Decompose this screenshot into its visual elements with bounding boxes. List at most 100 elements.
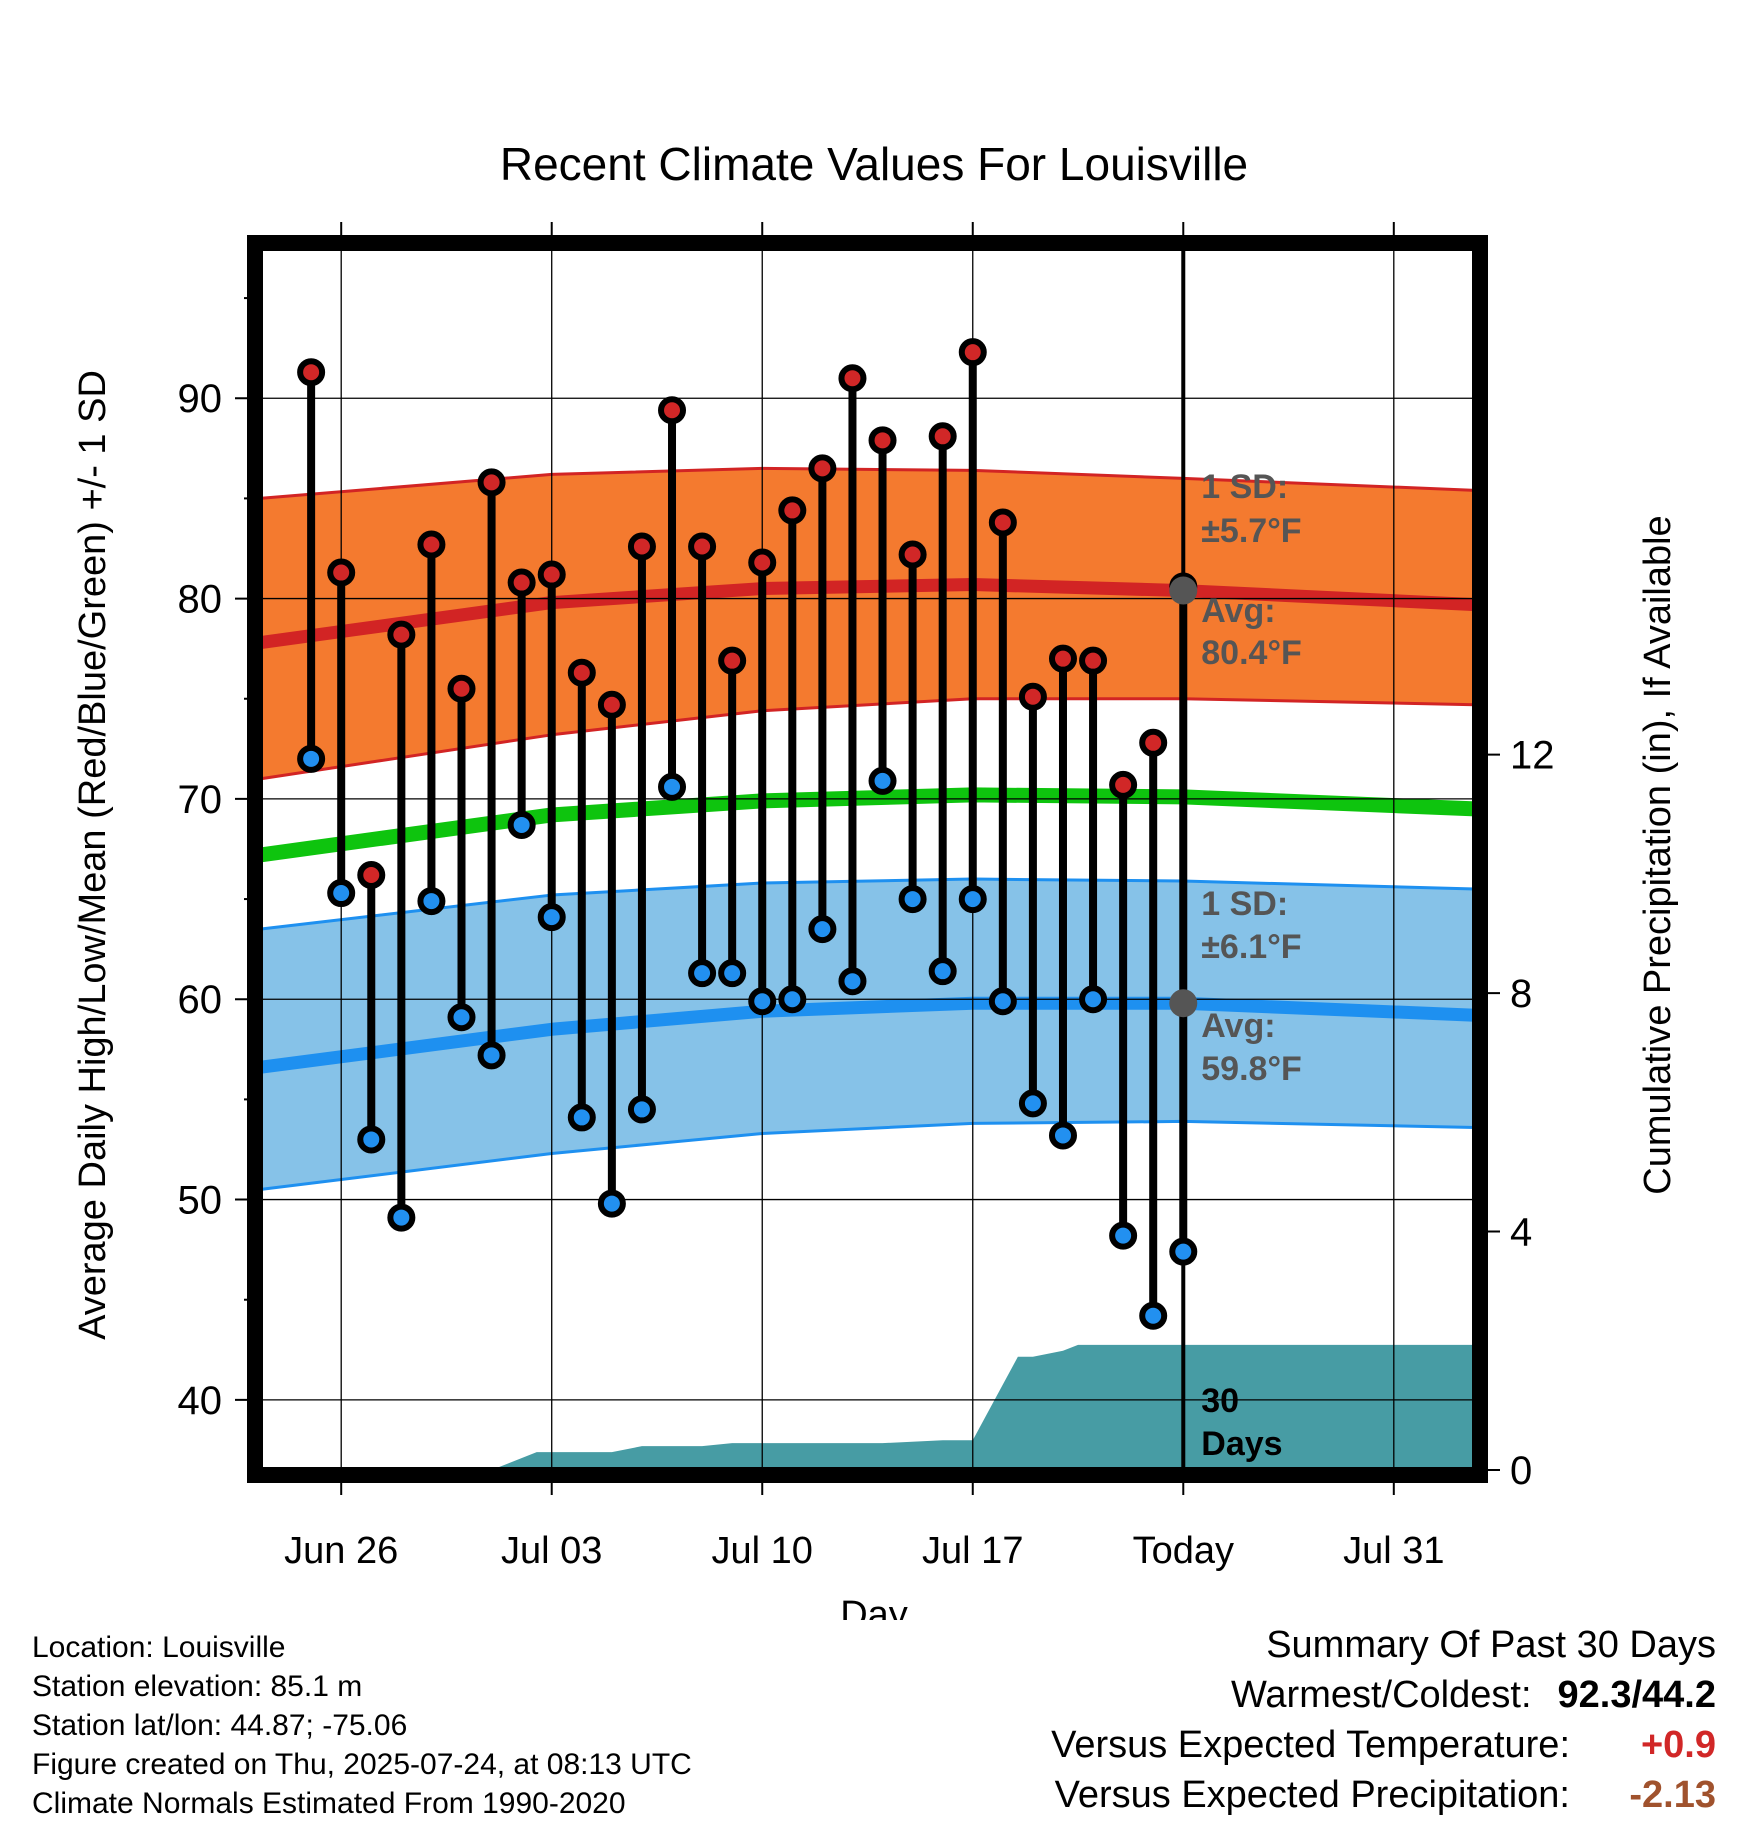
climate-chart: Recent Climate Values For Louisville 1 S…: [72, 138, 1679, 1620]
daily-low-point: [808, 915, 837, 944]
x-axis-label: Day: [840, 1594, 908, 1620]
today-high-normal-marker: [1169, 576, 1198, 605]
summary-panel: Summary Of Past 30 Days Warmest/Coldest:…: [1051, 1620, 1716, 1820]
daily-high-point: [688, 532, 717, 561]
temp-row: Versus Expected Temperature: +0.9: [1051, 1720, 1716, 1770]
x-tick-label: Jun 26: [284, 1530, 398, 1572]
daily-low-point: [477, 1041, 506, 1070]
summary-title: Summary Of Past 30 Days: [1266, 1624, 1716, 1666]
warm-cold-row: Warmest/Coldest: 92.3/44.2: [1051, 1670, 1716, 1720]
x-tick-label: Jul 03: [501, 1530, 602, 1572]
temp-value: +0.9: [1640, 1724, 1716, 1766]
created-text: Figure created on Thu, 2025-07-24, at 08…: [32, 1748, 692, 1781]
high-normal-line: [259, 578, 1476, 650]
low-sd-band: [260, 879, 1475, 1190]
high-sd-value: ±5.7°F: [1201, 512, 1301, 550]
low-avg-label: Avg:: [1201, 1007, 1275, 1045]
daily-low-point: [898, 885, 927, 914]
daily-high-point: [718, 646, 747, 675]
normals-text: Climate Normals Estimated From 1990-2020: [32, 1787, 626, 1820]
daily-low-point: [297, 744, 326, 773]
y-tick-label: 80: [178, 578, 223, 622]
plot-frame: [247, 235, 1488, 1483]
low-lower-line: [259, 1119, 1476, 1192]
y2-tick-label: 0: [1510, 1449, 1532, 1493]
daily-high-point: [988, 508, 1017, 537]
chart-title: Recent Climate Values For Louisville: [500, 138, 1248, 190]
temp-label: Versus Expected Temperature:: [1051, 1724, 1570, 1766]
latlon-text: Station lat/lon: 44.87; -75.06: [32, 1709, 408, 1742]
daily-low-point: [718, 959, 747, 988]
y-tick-label: 40: [178, 1379, 223, 1423]
daily-high-point: [417, 530, 446, 559]
low-sd-value: ±6.1°F: [1201, 928, 1301, 966]
daily-low-point: [537, 903, 566, 932]
daily-low-point: [748, 987, 777, 1016]
precip-label: Versus Expected Precipitation:: [1054, 1774, 1570, 1816]
daily-low-point: [327, 879, 356, 908]
low-sd-label: 1 SD:: [1201, 885, 1288, 923]
window-days-unit: Days: [1201, 1425, 1282, 1463]
daily-low-point: [1169, 1237, 1198, 1266]
daily-high-point: [387, 620, 416, 649]
daily-high-point: [868, 426, 897, 455]
y2-tick-label: 12: [1510, 734, 1555, 778]
y-axis-label: Average Daily High/Low/Mean (Red/Blue/Gr…: [72, 370, 114, 1340]
daily-low-point: [688, 959, 717, 988]
high-avg-value: 80.4°F: [1201, 634, 1302, 672]
daily-low-point: [928, 957, 957, 986]
daily-high-point: [808, 454, 837, 483]
daily-high-point: [357, 861, 386, 890]
warm-cold-label: Warmest/Coldest:: [1230, 1674, 1532, 1716]
y2-axis-label: Cumulative Precipitation (in), If Availa…: [1637, 515, 1679, 1194]
daily-low-point: [1018, 1089, 1047, 1118]
y-tick-label: 50: [178, 1179, 223, 1223]
daily-high-point: [838, 364, 867, 393]
daily-high-point: [778, 496, 807, 525]
daily-low-point: [838, 967, 867, 996]
high-lower-line: [259, 697, 1476, 781]
precip-value: -2.13: [1629, 1774, 1716, 1816]
daily-low-point: [988, 987, 1017, 1016]
window-days-number: 30: [1201, 1382, 1239, 1420]
daily-low-point: [417, 887, 446, 916]
daily-low-point: [778, 985, 807, 1014]
daily-high-point: [1048, 644, 1077, 673]
daily-low-point: [507, 810, 536, 839]
daily-high-point: [1079, 646, 1108, 675]
y-tick-label: 60: [178, 978, 223, 1022]
daily-high-point: [567, 658, 596, 687]
x-tick-label: Jul 31: [1343, 1530, 1444, 1572]
high-sd-band: [260, 468, 1475, 779]
daily-high-point: [297, 358, 326, 387]
elevation-text: Station elevation: 85.1 m: [32, 1670, 363, 1703]
daily-high-point: [928, 422, 957, 451]
x-tick-label: Jul 10: [712, 1530, 813, 1572]
daily-low-point: [658, 772, 687, 801]
daily-high-point: [1018, 682, 1047, 711]
daily-high-point: [898, 540, 927, 569]
location-text: Location: Louisville: [32, 1631, 286, 1664]
daily-high-point: [507, 568, 536, 597]
daily-high-point: [748, 548, 777, 577]
y2-tick-label: 4: [1510, 1211, 1532, 1255]
daily-low-point: [357, 1125, 386, 1154]
daily-low-point: [1109, 1221, 1138, 1250]
daily-high-point: [477, 468, 506, 497]
y-tick-label: 90: [178, 377, 223, 421]
daily-high-point: [627, 532, 656, 561]
warm-cold-value: 92.3/44.2: [1557, 1674, 1716, 1716]
daily-low-point: [1139, 1301, 1168, 1330]
high-sd-label: 1 SD:: [1201, 468, 1288, 506]
x-tick-label: Today: [1133, 1530, 1234, 1572]
today-low-normal-marker: [1169, 989, 1198, 1018]
y2-tick-label: 8: [1510, 972, 1532, 1016]
plot-area: 1 SD: ±5.7°F Avg: 80.4°F 1 SD: ±6.1°F Avg: 59.8…: [178, 222, 1555, 1572]
daily-low-point: [627, 1095, 656, 1124]
daily-low-point: [958, 885, 987, 914]
high-avg-label: Avg:: [1201, 592, 1275, 630]
daily-low-point: [868, 766, 897, 795]
daily-high-point: [327, 558, 356, 587]
precip-area: [260, 1344, 1475, 1470]
precip-row: Versus Expected Precipitation: -2.13: [1051, 1770, 1716, 1820]
